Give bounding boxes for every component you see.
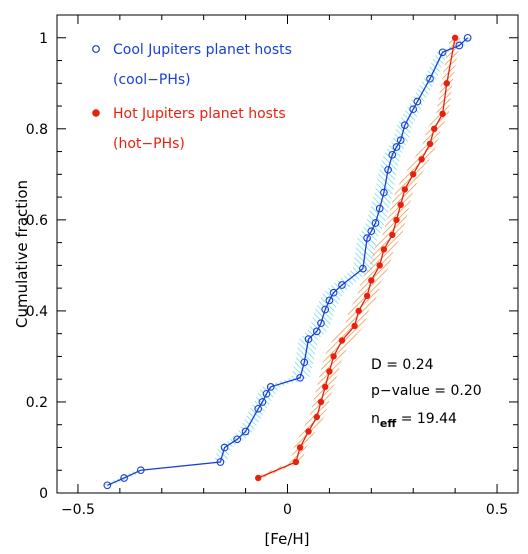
n-effective-subscript: eff	[380, 417, 396, 430]
cool-data-point	[233, 435, 242, 444]
hot-data-point	[351, 322, 358, 330]
hot-data-point	[363, 292, 371, 300]
hot-data-point	[380, 246, 388, 253]
cool-data-point	[103, 481, 112, 490]
hot-data-point	[330, 353, 337, 360]
cool-data-point	[392, 143, 401, 151]
cool-data-point	[317, 319, 325, 328]
legend-cool-sublabel: (cool−PHs)	[113, 72, 191, 88]
d-statistic: D = 0.24	[371, 357, 434, 373]
cool-data-point	[380, 188, 388, 197]
cool-data-point	[409, 105, 418, 114]
cool-data-point	[329, 288, 338, 297]
x-tick-label: 0	[283, 502, 292, 518]
cool-data-point	[216, 458, 225, 466]
hot-data-point	[410, 171, 417, 178]
cool-data-point	[312, 327, 321, 336]
cool-data-point	[455, 41, 464, 50]
cool-series-line	[107, 37, 469, 486]
hot-data-point	[431, 125, 438, 132]
hot-data-point	[426, 140, 434, 147]
cool-data-point	[438, 48, 447, 57]
y-tick-label: 0.6	[26, 213, 48, 229]
hot-data-point	[439, 110, 446, 117]
y-tick-label: 0.4	[26, 304, 48, 320]
hot-data-point	[322, 383, 329, 391]
hot-data-point	[397, 201, 404, 208]
n-effective-symbol: n	[371, 411, 380, 427]
n-effective: neff = 19.44	[371, 411, 457, 430]
cool-data-point	[325, 296, 334, 305]
hot-data-point	[255, 474, 262, 482]
y-tick-label: 0.2	[26, 395, 48, 411]
hot-data-point	[418, 156, 425, 163]
series-markers	[103, 33, 472, 490]
cool-data-point	[359, 264, 367, 273]
cool-data-point	[371, 219, 380, 227]
axis-tick-labels: −0.5 0 0.5 0 0.2 0.4 0.6 0.8 1	[26, 31, 508, 518]
hot-data-point	[376, 262, 383, 269]
cool-data-point	[396, 136, 405, 145]
cool-data-point	[426, 74, 434, 83]
p-value: p−value = 0.20	[371, 383, 482, 399]
hot-data-point	[317, 398, 325, 406]
cool-data-point	[363, 234, 371, 242]
cool-data-point	[266, 383, 275, 391]
cool-data-point	[120, 474, 128, 482]
cool-data-point	[220, 443, 229, 452]
hot-data-point	[368, 277, 375, 284]
cool-data-point	[388, 150, 397, 159]
cool-data-point	[400, 121, 409, 130]
hot-data-point	[451, 34, 459, 41]
y-axis-label: Cumulative fraction	[13, 180, 31, 328]
cool-data-point	[413, 97, 422, 106]
hot-data-point	[443, 80, 450, 87]
hot-data-point	[355, 307, 362, 315]
cool-data-point	[136, 466, 145, 475]
hot-data-point	[389, 231, 396, 239]
hot-data-point	[313, 413, 320, 421]
cool-data-point	[463, 33, 472, 42]
x-axis-label: [Fe/H]	[264, 530, 309, 548]
cool-data-point	[258, 398, 267, 406]
hot-data-point	[296, 444, 304, 451]
cool-data-point	[296, 373, 304, 382]
legend-hot-sublabel: (hot−PHs)	[113, 136, 185, 152]
cool-data-point	[300, 358, 309, 367]
cool-data-point	[321, 305, 330, 314]
cool-data-point	[262, 389, 271, 398]
hot-data-point	[401, 186, 408, 193]
x-tick-label: −0.5	[61, 502, 95, 518]
legend-hot-marker	[92, 109, 100, 117]
cool-data-point	[254, 404, 263, 413]
cool-data-point	[375, 204, 384, 213]
hot-data-point	[292, 458, 300, 466]
hot-data-point	[305, 428, 312, 435]
statistics-annotation: D = 0.24 p−value = 0.20 neff = 19.44	[371, 357, 482, 430]
cool-data-point	[384, 165, 392, 174]
legend-hot-label: Hot Jupiters planet hosts	[113, 106, 286, 122]
legend: Cool Jupiters planet hosts (cool−PHs) Ho…	[92, 42, 292, 152]
legend-cool-marker	[92, 45, 100, 53]
hot-data-point	[338, 337, 346, 344]
y-tick-label: 0.8	[26, 122, 48, 138]
hot-data-point	[393, 216, 400, 224]
hot-data-point	[326, 368, 333, 375]
n-effective-value: = 19.44	[396, 411, 457, 427]
cool-data-point	[241, 427, 250, 436]
cool-data-point	[304, 335, 313, 343]
legend-cool-label: Cool Jupiters planet hosts	[113, 42, 292, 58]
x-tick-label: 0.5	[486, 502, 508, 518]
y-tick-label: 0	[39, 486, 48, 502]
cool-data-point	[338, 281, 346, 289]
cool-data-point	[367, 227, 376, 236]
y-tick-label: 1	[39, 31, 48, 47]
axis-ticks	[57, 15, 518, 494]
